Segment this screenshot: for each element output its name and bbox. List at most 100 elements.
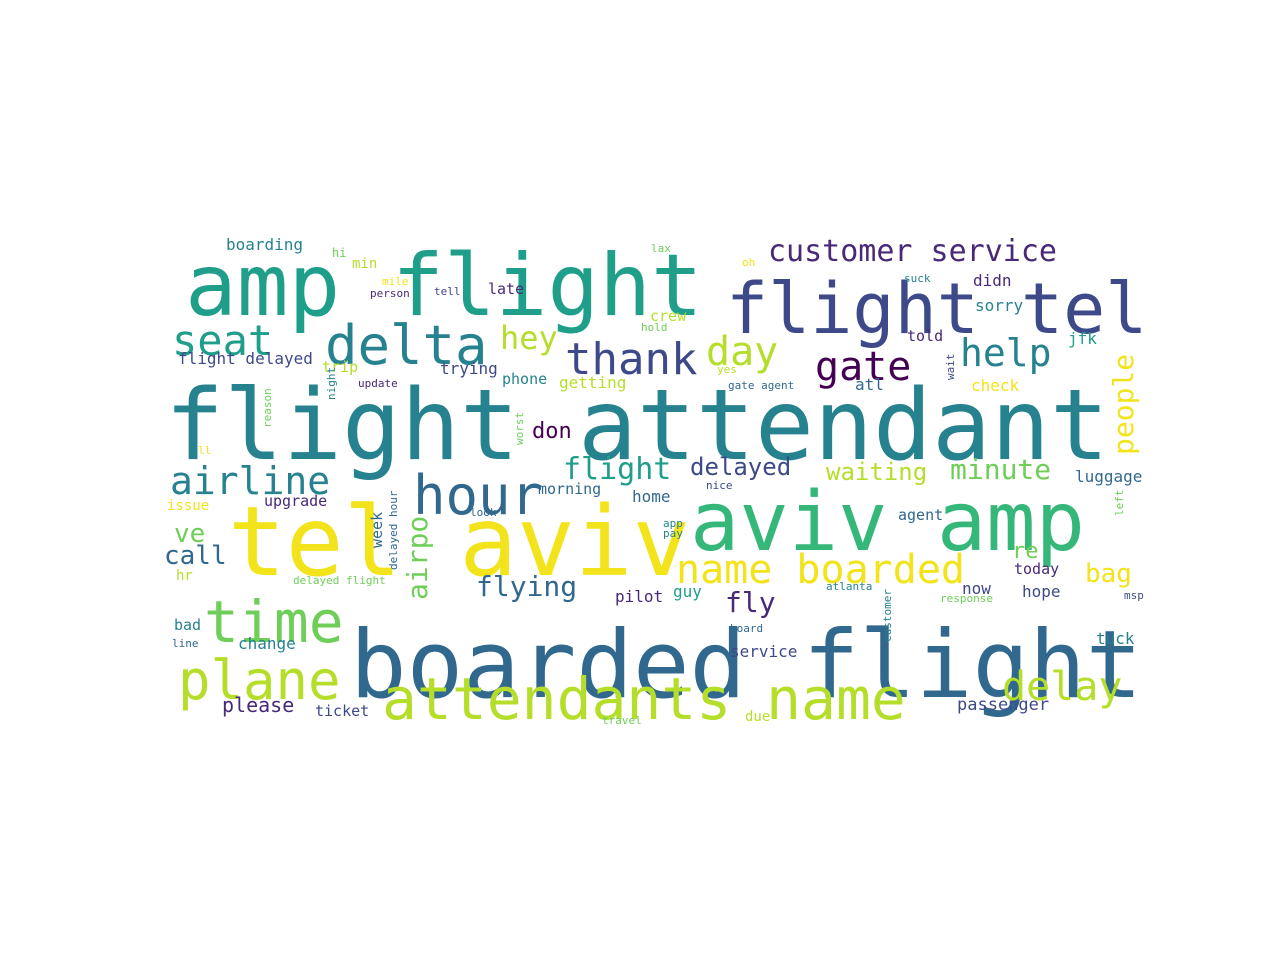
word-cloud-term: nice <box>706 478 733 492</box>
word-cloud-term: flight tel <box>726 267 1148 350</box>
word-cloud-term: getting <box>559 372 627 392</box>
word-cloud-term: hold <box>641 320 668 334</box>
word-cloud-term: wait <box>944 353 957 381</box>
word-cloud-term: night <box>325 366 338 400</box>
word-cloud-term: today <box>1014 559 1060 578</box>
word-cloud-term: response <box>940 591 993 605</box>
word-cloud-term: guy <box>673 581 702 601</box>
word-cloud-term: hey <box>500 318 558 357</box>
word-cloud-term: week <box>368 511 386 548</box>
word-cloud-term: jfk <box>1068 328 1097 348</box>
word-cloud-term: airpo <box>401 515 434 600</box>
word-cloud-term: phone <box>502 369 548 388</box>
word-cloud-term: morning <box>538 479 602 498</box>
word-cloud-term: hi <box>332 245 347 260</box>
word-cloud-term: attendants name <box>382 664 906 733</box>
word-cloud-term: hope <box>1022 581 1061 601</box>
word-cloud-term: boarded flight <box>350 610 1143 720</box>
word-cloud-term: look <box>470 505 497 519</box>
word-cloud-term: boarding <box>226 234 304 254</box>
word-cloud-term: board <box>730 621 764 635</box>
word-cloud-term: crew <box>650 306 687 325</box>
word-cloud-term: update <box>358 376 398 390</box>
word-cloud-term: plane <box>178 648 341 712</box>
word-cloud-term: person <box>370 286 410 300</box>
word-cloud-term: yes <box>717 362 737 376</box>
word-cloud-term: name boarded <box>676 547 965 593</box>
word-cloud-term: home <box>632 486 671 506</box>
word-cloud-term: re <box>1012 539 1039 565</box>
word-cloud-term: app <box>663 516 683 530</box>
word-cloud-term: flight delayed <box>178 348 313 368</box>
word-cloud-term: upgrade <box>264 491 328 510</box>
word-cloud-term: delayed <box>690 453 792 482</box>
word-cloud-term: mile <box>382 274 409 288</box>
word-cloud-term: lax <box>651 241 671 255</box>
word-cloud-term: please <box>222 693 295 717</box>
word-cloud-term: call <box>164 541 227 572</box>
word-cloud-term: flying <box>476 570 578 604</box>
word-cloud-term: tell <box>434 284 461 298</box>
word-cloud-term: suck <box>904 271 931 285</box>
word-cloud-term: tuck <box>1096 628 1135 648</box>
word-cloud-term: fly <box>725 586 776 620</box>
word-cloud-term: change <box>238 633 296 653</box>
word-cloud-term: passenger <box>957 694 1050 715</box>
word-cloud-term: didn <box>973 270 1012 290</box>
word-cloud-term: travel <box>602 713 642 727</box>
word-cloud-term: delay <box>1002 664 1123 710</box>
word-cloud-term: sorry <box>975 295 1024 315</box>
word-cloud-term: time <box>204 587 344 656</box>
word-cloud-term: late <box>488 279 525 298</box>
word-cloud-term: help <box>960 330 1052 375</box>
word-cloud-term: luggage <box>1075 466 1143 486</box>
word-cloud-term: due <box>745 708 771 725</box>
word-cloud-term: minute <box>950 453 1052 487</box>
word-cloud-term: airline <box>170 458 331 503</box>
word-cloud-term: check <box>971 375 1020 395</box>
word-cloud-term: thank <box>565 334 698 386</box>
word-cloud-term: now <box>962 578 991 598</box>
word-cloud-term: left <box>1113 489 1126 517</box>
word-cloud-term: seat <box>172 316 274 366</box>
word-cloud-term: line <box>172 636 199 650</box>
word-cloud-term: hour <box>413 463 544 527</box>
word-cloud-term: service <box>730 641 798 661</box>
word-cloud-term: told <box>907 326 944 345</box>
word-cloud-term: ve <box>174 519 206 550</box>
word-cloud-term: gate agent <box>728 378 795 392</box>
word-cloud-term: flight attendant <box>165 368 1110 483</box>
word-cloud-term: msp <box>1124 588 1144 602</box>
word-cloud-term: delayed hour <box>387 490 400 570</box>
word-cloud-term: trying <box>440 358 498 378</box>
word-cloud-term: reason <box>261 388 274 428</box>
word-cloud-term: atlanta <box>826 579 873 593</box>
word-cloud-term: people <box>1107 353 1140 455</box>
word-cloud-term: amp flight <box>185 236 703 337</box>
word-cloud-term: aviv amp <box>690 475 1085 571</box>
word-cloud-term: flight <box>563 451 672 487</box>
word-cloud-term: waiting <box>826 458 928 487</box>
word-cloud-term: pay <box>663 526 683 540</box>
word-cloud-term: bag <box>1085 559 1132 590</box>
word-cloud-term: ll <box>198 443 212 457</box>
word-cloud-term: min <box>352 255 378 272</box>
word-cloud-term: hr <box>176 567 193 584</box>
word-cloud-term: don <box>532 419 572 445</box>
word-cloud-term: trip <box>322 357 359 376</box>
word-cloud-term: customer <box>881 589 894 642</box>
word-cloud-term: customer service <box>768 233 1057 269</box>
word-cloud-term: gate <box>815 344 912 390</box>
word-cloud-term: delayed flight <box>293 573 386 587</box>
word-cloud-term: pilot <box>615 586 664 606</box>
word-cloud-term: day <box>706 329 779 375</box>
word-cloud-term: delta <box>325 313 488 377</box>
word-cloud-term: ticket <box>315 701 370 720</box>
word-cloud-term: oh <box>742 255 756 269</box>
word-cloud-term: agent <box>898 505 944 524</box>
word-cloud-term: worst <box>513 411 526 445</box>
word-cloud-term: issue <box>167 497 210 514</box>
word-cloud-term: bad <box>174 615 202 634</box>
word-cloud-term: tel aviv <box>228 485 691 598</box>
